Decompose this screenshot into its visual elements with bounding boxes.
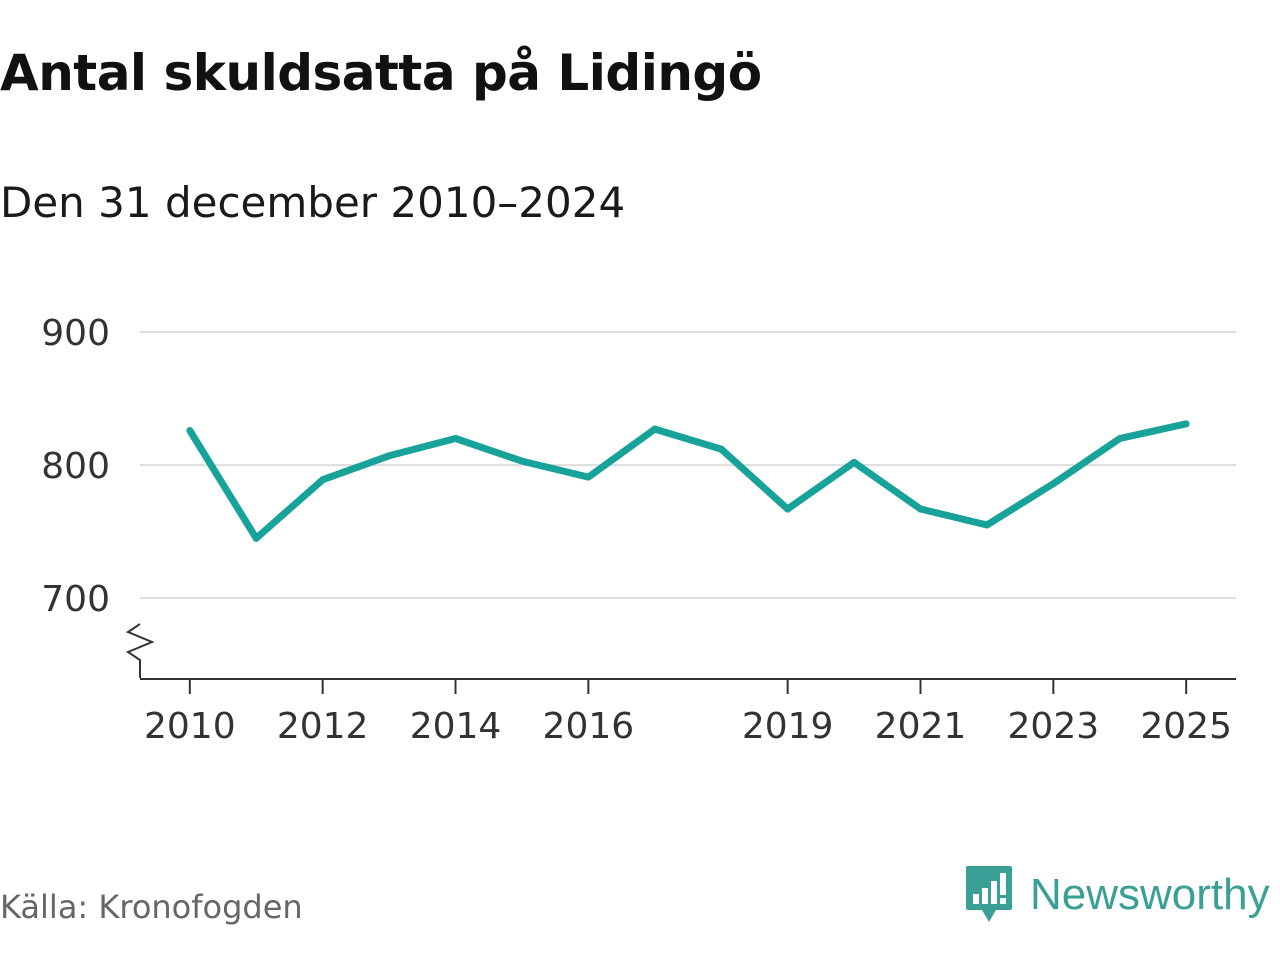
chart-title: Antal skuldsatta på Lidingö [0,44,762,102]
source-note: Källa: Kronofogden [0,888,303,926]
y-axis-labels: 700 800 900 [41,313,110,620]
x-tick-label: 2019 [742,706,834,747]
axis-break-icon [125,623,155,678]
data-point [784,505,792,513]
y-tick-label: 900 [41,313,110,354]
data-point [186,426,194,434]
data-point [1116,434,1124,442]
x-tick-label: 2023 [1008,706,1100,747]
data-point [717,445,725,453]
data-point [385,452,393,460]
data-point [651,425,659,433]
chart-subtitle: Den 31 december 2010–2024 [0,178,626,227]
x-tick-label: 2025 [1140,706,1232,747]
series-group [186,420,1190,542]
y-tick-label: 700 [41,579,110,620]
x-tick-label: 2010 [144,706,236,747]
data-point [1182,420,1190,428]
data-point [584,473,592,481]
data-point [983,521,991,529]
data-point [916,505,924,513]
data-point [850,458,858,466]
y-tick-label: 800 [41,446,110,487]
x-tick-label: 2016 [543,706,635,747]
x-tick-label: 2014 [410,706,502,747]
grid-lines [140,331,1236,600]
data-point [452,434,460,442]
x-axis [140,678,1236,694]
brand-name: Newsworthy [1030,870,1270,919]
data-point [518,457,526,465]
x-tick-label: 2021 [875,706,967,747]
brand: Newsworthy [964,864,1270,926]
data-point [1049,480,1057,488]
x-tick-label: 2012 [277,706,369,747]
newsworthy-logo-icon [966,866,1012,922]
data-point [319,476,327,484]
data-point [252,534,260,542]
x-axis-labels: 2010 2012 2014 2016 2019 2021 2023 2025 [144,706,1232,747]
series-line-0 [186,420,1187,542]
